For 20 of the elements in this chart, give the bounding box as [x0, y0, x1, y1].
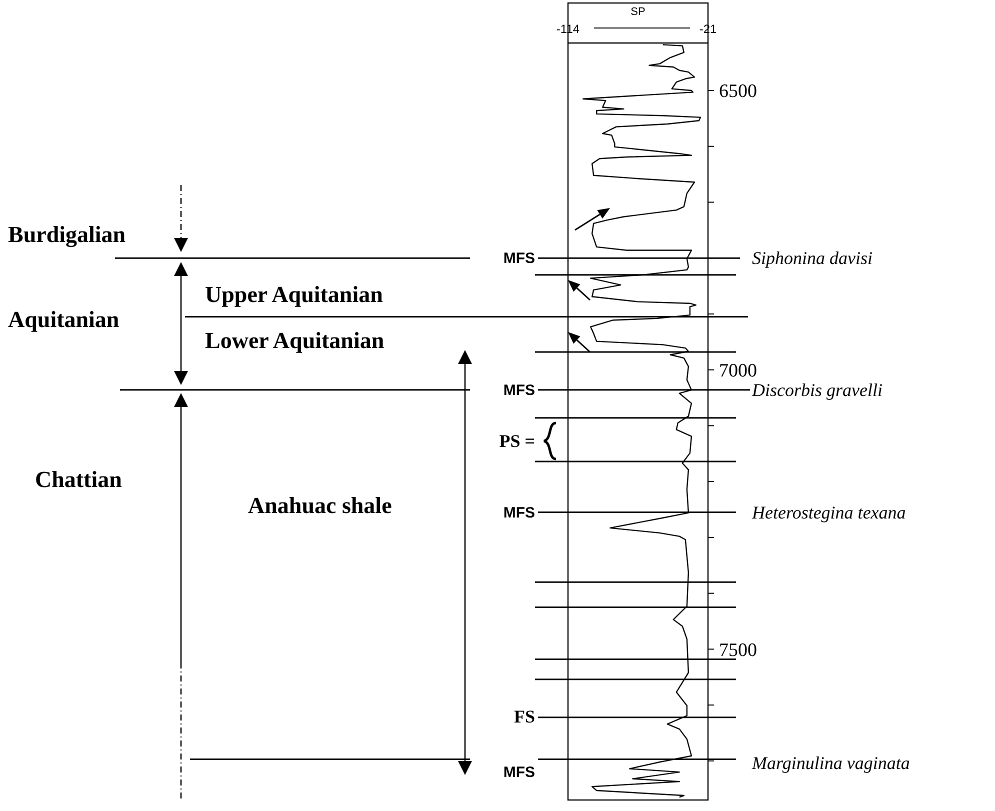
text: Lower Aquitanian [205, 328, 384, 353]
y-tick-label: 7500 [719, 640, 757, 661]
y-tick-label: 7000 [719, 360, 757, 382]
text: Aquitanian [8, 307, 120, 332]
ref-line-label: MFS [503, 504, 535, 522]
ref-line-label: MFS [503, 382, 535, 399]
text: Discorbis gravelli [751, 380, 882, 400]
text: Marginulina vaginata [751, 753, 910, 774]
text: Anahuac shale [248, 493, 392, 518]
x-axis-title: SP [630, 6, 646, 18]
text: Heterostegina texana [751, 502, 906, 522]
ref-line-label: MFS [503, 250, 535, 268]
text: Chattian [35, 467, 122, 492]
legend-label: MFS [503, 764, 535, 782]
y-tick-label: 6500 [719, 81, 757, 102]
text: Siphonina davisi [752, 248, 872, 268]
ref-line-label: FS [514, 706, 535, 726]
text: PS = [499, 431, 535, 451]
text: Upper Aquitanian [205, 282, 384, 307]
text: Burdigalian [8, 222, 126, 248]
